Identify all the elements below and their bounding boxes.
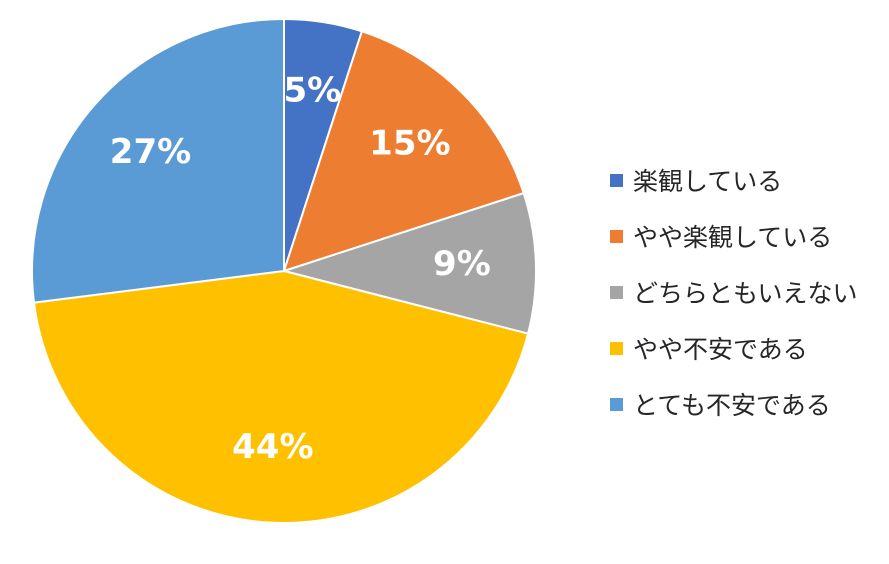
legend-label: とても不安である [633,391,831,420]
legend-label: やや不安である [633,335,808,364]
legend-item: やや不安である [610,320,858,376]
legend-item: とても不安である [610,376,858,432]
legend-item: やや楽観している [610,208,858,264]
pie-slice [31,17,285,304]
legend-swatch [610,397,623,411]
legend: 楽観している やや楽観している どちらともいえない やや不安である とても不安で… [610,152,858,432]
legend-label: 楽観している [633,167,783,196]
slice-data-label: 9% [433,244,491,284]
slice-data-label: 44% [232,427,313,467]
legend-swatch [610,341,623,355]
pie-slice [282,30,525,273]
legend-swatch [610,285,623,299]
slice-data-label: 5% [284,70,342,110]
legend-label: やや楽観している [633,223,833,252]
legend-item: 楽観している [610,152,858,208]
pie-slice [32,269,530,524]
legend-swatch [610,173,623,187]
legend-label: どちらともいえない [633,279,858,308]
legend-swatch [610,229,623,243]
slice-data-label: 27% [110,132,191,172]
slice-data-label: 15% [369,124,450,164]
pie-slice [280,191,537,335]
legend-item: どちらともいえない [610,264,858,320]
